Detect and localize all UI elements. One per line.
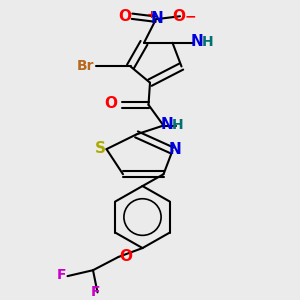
Text: Br: Br <box>77 58 94 73</box>
Text: −: − <box>185 9 196 23</box>
Text: H: H <box>172 118 184 132</box>
Text: N: N <box>190 34 203 50</box>
Text: O: O <box>118 9 131 24</box>
Text: O: O <box>119 248 132 263</box>
Text: O: O <box>104 96 118 111</box>
Text: O: O <box>172 9 185 24</box>
Text: S: S <box>95 141 106 156</box>
Text: F: F <box>91 285 101 299</box>
Text: N: N <box>151 11 164 26</box>
Text: N: N <box>160 117 173 132</box>
Text: H: H <box>202 35 213 49</box>
Text: +: + <box>147 11 156 20</box>
Text: N: N <box>169 142 181 157</box>
Text: F: F <box>57 268 66 282</box>
